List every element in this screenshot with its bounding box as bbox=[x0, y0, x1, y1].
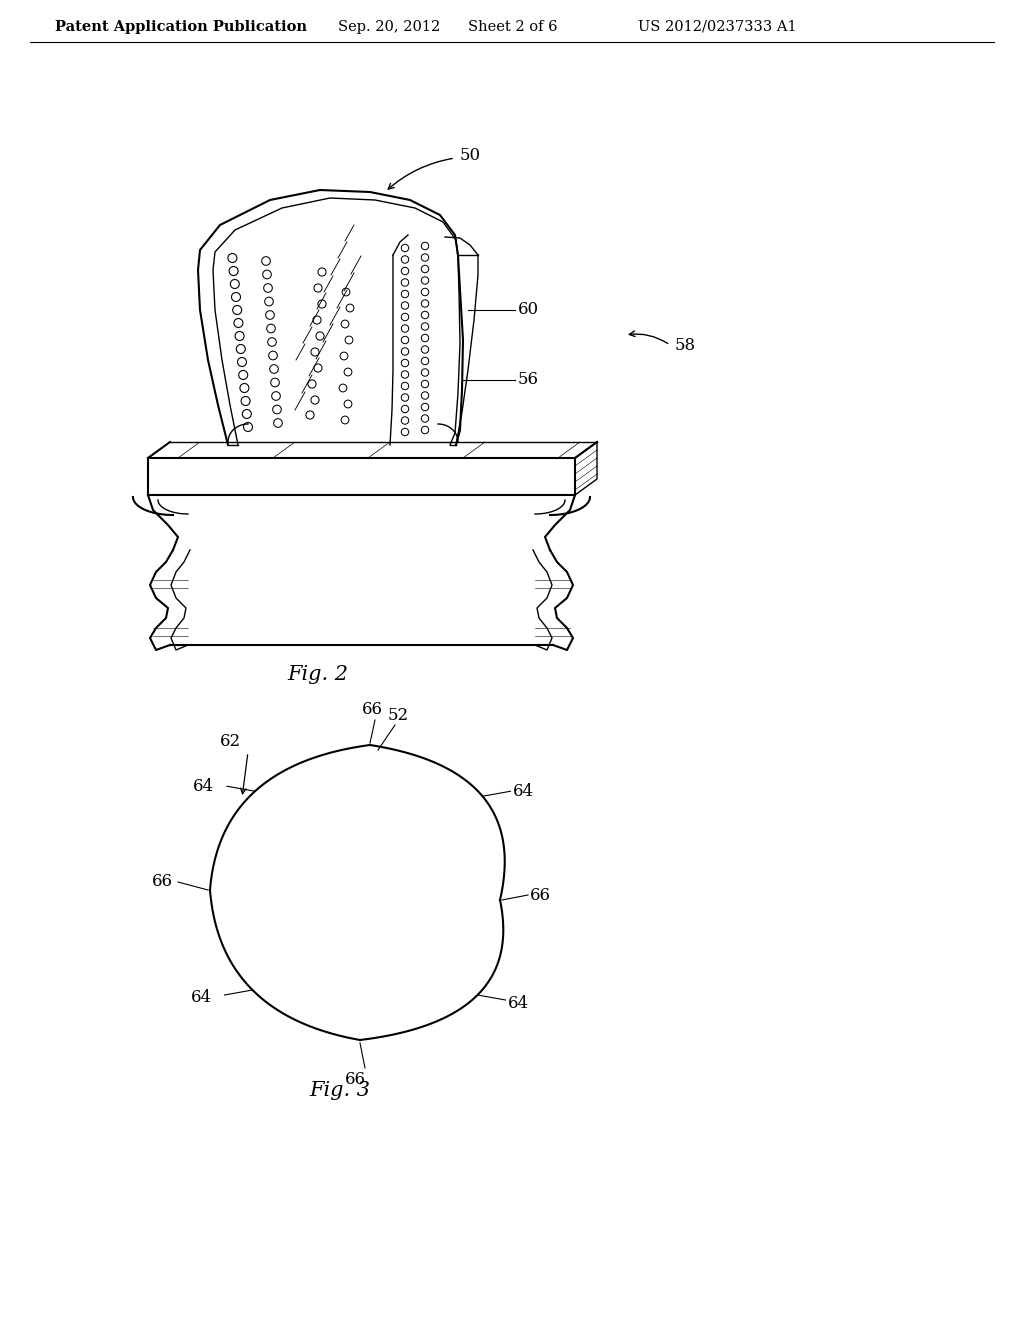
Text: 64: 64 bbox=[193, 777, 214, 795]
Text: Fig. 3: Fig. 3 bbox=[309, 1081, 371, 1100]
Text: 66: 66 bbox=[152, 874, 173, 891]
Text: 62: 62 bbox=[220, 734, 241, 751]
Text: Sheet 2 of 6: Sheet 2 of 6 bbox=[468, 20, 557, 34]
Text: Fig. 2: Fig. 2 bbox=[288, 665, 348, 685]
Text: 52: 52 bbox=[388, 706, 410, 723]
Text: 60: 60 bbox=[518, 301, 539, 318]
Text: 64: 64 bbox=[508, 994, 528, 1011]
Text: Patent Application Publication: Patent Application Publication bbox=[55, 20, 307, 34]
Text: 66: 66 bbox=[530, 887, 551, 903]
Text: 64: 64 bbox=[190, 990, 212, 1006]
Text: 56: 56 bbox=[518, 371, 539, 388]
Text: 50: 50 bbox=[460, 147, 481, 164]
Text: 58: 58 bbox=[675, 337, 696, 354]
Text: 66: 66 bbox=[344, 1072, 366, 1089]
Text: Sep. 20, 2012: Sep. 20, 2012 bbox=[338, 20, 440, 34]
Text: 64: 64 bbox=[512, 783, 534, 800]
Text: US 2012/0237333 A1: US 2012/0237333 A1 bbox=[638, 20, 797, 34]
Text: 66: 66 bbox=[361, 701, 383, 718]
